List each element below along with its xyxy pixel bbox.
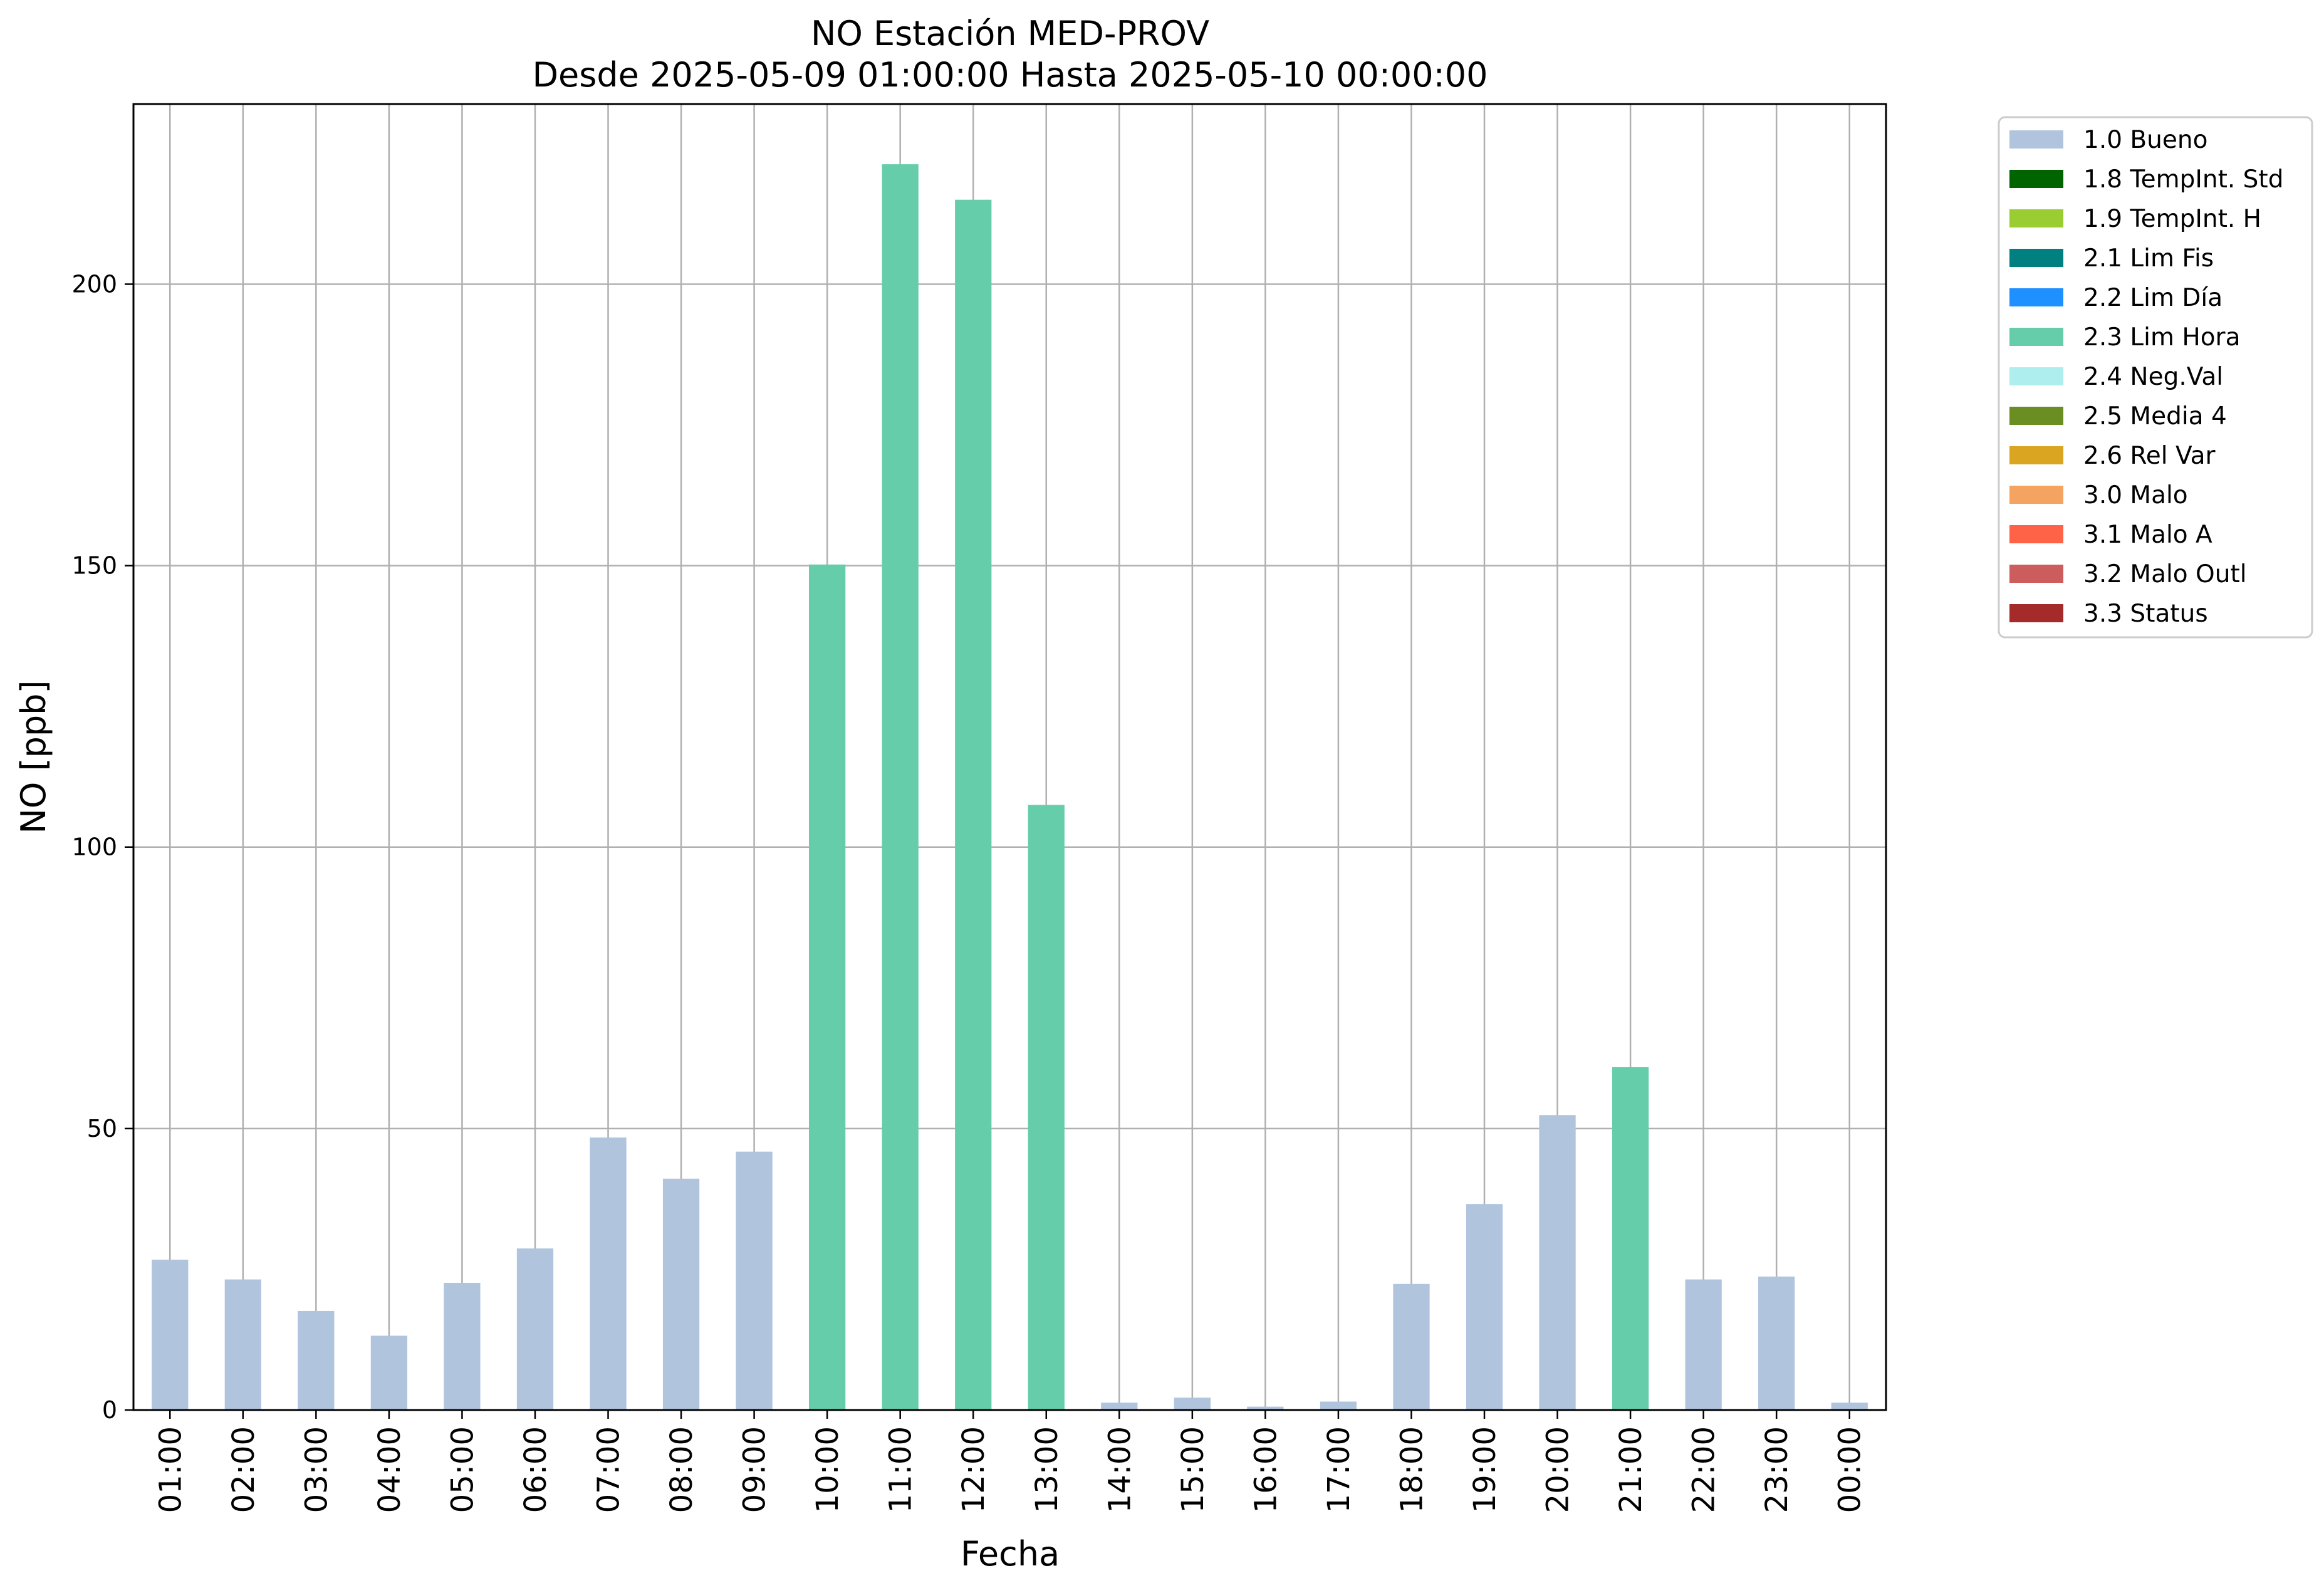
x-tick-label: 02:00 xyxy=(226,1426,261,1513)
x-tick-label: 00:00 xyxy=(1833,1426,1868,1513)
x-tick-label: 14:00 xyxy=(1102,1426,1137,1513)
legend-label: 3.3 Status xyxy=(2083,600,2208,628)
legend-label: 2.6 Rel Var xyxy=(2083,442,2216,470)
x-tick-label: 13:00 xyxy=(1029,1426,1065,1513)
legend-label: 2.2 Lim Día xyxy=(2083,284,2222,312)
x-tick-label: 04:00 xyxy=(372,1426,407,1513)
bar xyxy=(152,1260,189,1410)
legend-label: 2.3 Lim Hora xyxy=(2083,323,2241,352)
y-axis: 0 50 100 150 200 xyxy=(71,270,133,1424)
legend-label: 3.1 Malo A xyxy=(2083,521,2212,549)
legend-label: 3.0 Malo xyxy=(2083,481,2188,509)
bar xyxy=(1539,1115,1576,1410)
legend-label: 3.2 Malo Outl xyxy=(2083,560,2247,588)
bar xyxy=(444,1282,481,1410)
y-tick-label: 150 xyxy=(71,552,117,580)
bar xyxy=(1247,1406,1284,1410)
x-tick-label: 12:00 xyxy=(956,1426,991,1513)
legend-swatch xyxy=(2009,604,2063,622)
bar xyxy=(1174,1397,1211,1410)
y-tick-label: 100 xyxy=(71,833,117,861)
x-tick-label: 16:00 xyxy=(1248,1426,1283,1513)
x-tick-label: 07:00 xyxy=(591,1426,627,1513)
bar xyxy=(1466,1204,1503,1410)
x-tick-label: 10:00 xyxy=(810,1426,845,1513)
legend-swatch xyxy=(2009,288,2063,306)
x-axis-label: Fecha xyxy=(961,1534,1060,1574)
chart-title: NO Estación MED-PROV xyxy=(811,14,1209,53)
legend-label: 2.5 Media 4 xyxy=(2083,402,2227,431)
legend-swatch xyxy=(2009,407,2063,425)
legend-label: 2.1 Lim Fis xyxy=(2083,244,2214,273)
x-tick-label: 23:00 xyxy=(1759,1426,1795,1513)
bar xyxy=(370,1335,408,1410)
y-axis-label: NO [ppb] xyxy=(14,680,53,833)
legend: 1.0 Bueno 1.8 TempInt. Std 1.9 TempInt. H 2… xyxy=(1998,116,2313,639)
legend-swatch xyxy=(2009,565,2063,583)
bar xyxy=(955,199,992,1410)
x-tick-label: 17:00 xyxy=(1321,1426,1357,1513)
bar xyxy=(1612,1067,1649,1410)
bar xyxy=(662,1178,700,1410)
bar xyxy=(1758,1277,1795,1410)
bar xyxy=(882,164,919,1411)
bars xyxy=(152,164,1868,1411)
legend-swatch xyxy=(2009,130,2063,149)
legend-swatch xyxy=(2009,486,2063,504)
legend-swatch xyxy=(2009,249,2063,267)
plot-area xyxy=(132,103,1887,1411)
legend-swatch xyxy=(2009,367,2063,385)
bar xyxy=(1831,1403,1868,1410)
bar xyxy=(590,1137,627,1410)
bar xyxy=(1320,1401,1357,1410)
legend-label: 1.0 Bueno xyxy=(2083,126,2207,154)
legend-frame xyxy=(1998,116,2313,639)
x-tick-label: 03:00 xyxy=(299,1426,334,1513)
legend-swatch xyxy=(2009,446,2063,464)
x-tick-label: 09:00 xyxy=(737,1426,773,1513)
x-tick-label: 21:00 xyxy=(1613,1426,1649,1513)
bar xyxy=(736,1151,773,1410)
bar xyxy=(298,1310,335,1410)
legend-swatch xyxy=(2009,170,2063,188)
y-tick-label: 50 xyxy=(87,1115,117,1142)
x-tick-label: 19:00 xyxy=(1467,1426,1503,1513)
bar xyxy=(1028,805,1065,1410)
x-tick-label: 08:00 xyxy=(664,1426,699,1513)
x-tick-label: 22:00 xyxy=(1687,1426,1722,1513)
bar xyxy=(1101,1403,1138,1410)
x-tick-label: 05:00 xyxy=(445,1426,480,1513)
bar xyxy=(516,1248,554,1410)
legend-swatch xyxy=(2009,328,2063,346)
x-tick-label: 18:00 xyxy=(1394,1426,1429,1513)
legend-swatch xyxy=(2009,525,2063,543)
bar xyxy=(809,564,846,1410)
bar xyxy=(1393,1283,1430,1410)
legend-label: 1.8 TempInt. Std xyxy=(2083,165,2283,194)
y-tick-label: 200 xyxy=(71,270,117,298)
x-tick-label: 20:00 xyxy=(1541,1426,1576,1513)
legend-label: 2.4 Neg.Val xyxy=(2083,363,2223,391)
x-tick-label: 15:00 xyxy=(1175,1426,1211,1513)
bar xyxy=(224,1279,261,1410)
y-tick-label: 0 xyxy=(102,1396,117,1424)
x-tick-label: 11:00 xyxy=(883,1426,919,1513)
x-tick-label: 06:00 xyxy=(518,1426,553,1513)
x-axis: 01:00 02:00 03:00 04:00 05:00 06:00 07:00 08:00… xyxy=(153,1410,1868,1513)
chart-subtitle: Desde 2025-05-09 01:00:00 Hasta 2025-05-… xyxy=(532,55,1488,95)
legend-label: 1.9 TempInt. H xyxy=(2083,205,2261,233)
x-tick-label: 01:00 xyxy=(153,1426,188,1513)
bar xyxy=(1685,1279,1722,1410)
legend-swatch xyxy=(2009,209,2063,227)
